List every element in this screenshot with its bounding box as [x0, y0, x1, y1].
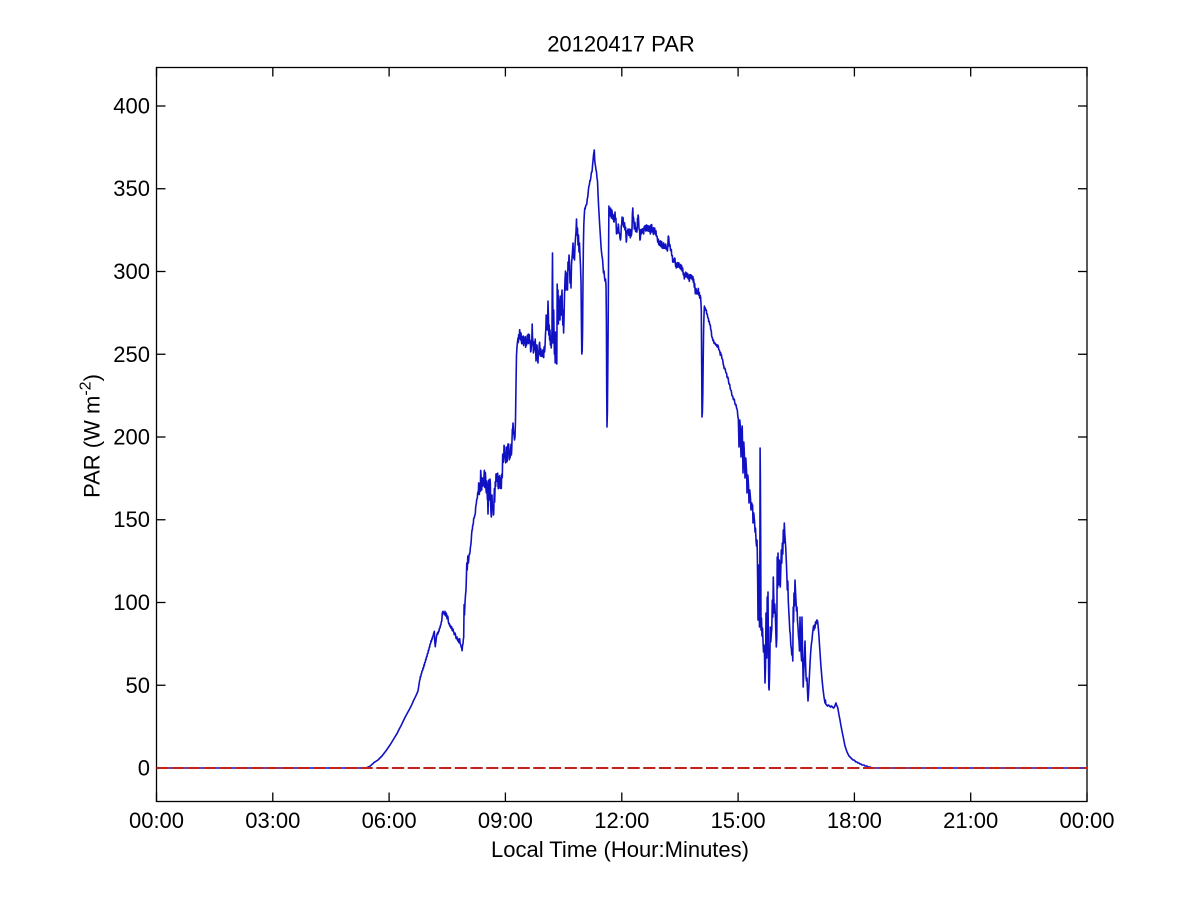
svg-text:Local Time (Hour:Minutes): Local Time (Hour:Minutes) [491, 837, 749, 862]
svg-text:00:00: 00:00 [1059, 808, 1114, 833]
svg-text:100: 100 [113, 590, 150, 615]
svg-text:21:00: 21:00 [943, 808, 998, 833]
svg-text:18:00: 18:00 [827, 808, 882, 833]
svg-text:0: 0 [138, 756, 150, 781]
svg-text:200: 200 [113, 425, 150, 450]
svg-text:09:00: 09:00 [478, 808, 533, 833]
svg-text:03:00: 03:00 [245, 808, 300, 833]
svg-text:12:00: 12:00 [594, 808, 649, 833]
svg-text:400: 400 [113, 94, 150, 119]
svg-text:06:00: 06:00 [362, 808, 417, 833]
svg-text:300: 300 [113, 259, 150, 284]
svg-text:15:00: 15:00 [711, 808, 766, 833]
svg-text:00:00: 00:00 [129, 808, 184, 833]
svg-text:350: 350 [113, 176, 150, 201]
svg-text:20120417 PAR: 20120417 PAR [547, 32, 695, 57]
svg-text:150: 150 [113, 507, 150, 532]
svg-text:250: 250 [113, 342, 150, 367]
svg-text:50: 50 [126, 673, 150, 698]
